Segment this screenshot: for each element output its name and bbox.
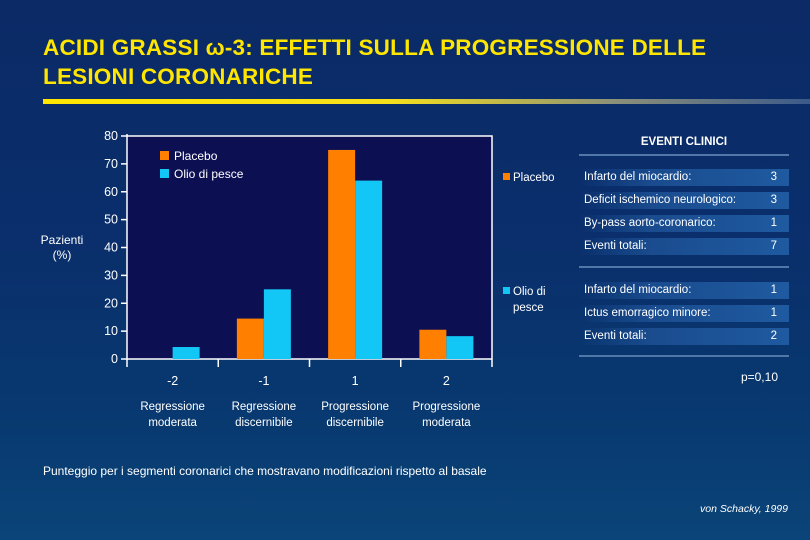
events-header: EVENTI CLINICI <box>640 136 728 148</box>
events-row: Infarto del miocardio: 3 <box>579 169 789 186</box>
bar-placebo-2 <box>328 149 356 359</box>
fishoil-square-icon <box>503 287 510 294</box>
events-row: Deficit ischemico neurologico: 3 <box>579 192 789 209</box>
events-row: Ictus emorragico minore: 1 <box>579 305 789 322</box>
x-category-description: moderata <box>422 417 471 429</box>
events-row: Infarto del miocardio: 1 <box>579 282 789 299</box>
y-tick-label: 30 <box>104 268 118 282</box>
x-tick-label: 1 <box>352 374 359 388</box>
p-value: p=0,10 <box>740 370 778 384</box>
bar-placebo-3 <box>419 329 447 359</box>
bar-olio-di-pesce-1 <box>263 289 291 359</box>
title-underline <box>43 99 810 104</box>
events-header-rule <box>579 154 789 156</box>
x-category-description: moderata <box>148 417 197 429</box>
y-tick-label: 50 <box>104 213 118 227</box>
source-citation: von Schacky, 1999 <box>700 503 788 515</box>
events-row: Eventi totali: 2 <box>579 328 789 345</box>
bar-olio-di-pesce-0 <box>172 347 200 359</box>
bar-olio-di-pesce-3 <box>446 336 474 359</box>
bar-placebo-1 <box>236 318 264 359</box>
x-category-description: discernibile <box>235 417 293 429</box>
bar-olio-di-pesce-2 <box>355 180 383 359</box>
y-tick-label: 70 <box>104 157 118 171</box>
y-tick-label: 40 <box>104 241 118 255</box>
x-category-description: discernibile <box>326 417 384 429</box>
events-group-placebo-text: Placebo <box>513 172 555 184</box>
slide-title: ACIDI GRASSI ω-3: EFFETTI SULLA PROGRESS… <box>43 35 707 89</box>
y-tick-label: 80 <box>104 129 118 143</box>
y-tick-label: 0 <box>111 352 118 366</box>
legend-label-1: Olio di pesce <box>174 167 244 181</box>
y-axis-title: Pazienti (%) <box>28 233 96 263</box>
x-category-description: Regressione <box>140 401 205 413</box>
events-bottom-rule <box>579 355 789 357</box>
x-category-description: Progressione <box>321 401 389 413</box>
footnote: Punteggio per i segmenti coronarici che … <box>43 464 487 478</box>
x-category-description: Regressione <box>232 401 297 413</box>
y-axis-title-text: Pazienti (%) <box>40 233 84 262</box>
legend-swatch-1 <box>160 169 169 178</box>
events-group-placebo-label: Placebo <box>503 170 555 186</box>
events-group-fishoil-text: Olio di pesce <box>513 286 546 314</box>
plot-area <box>127 136 492 359</box>
x-category-description: Progressione <box>412 401 480 413</box>
events-group-divider <box>579 266 789 268</box>
events-row: By-pass aorto-coronarico: 1 <box>579 215 789 232</box>
y-tick-label: 60 <box>104 185 118 199</box>
legend-swatch-0 <box>160 151 169 160</box>
y-tick-label: 20 <box>104 296 118 310</box>
events-group-fishoil-label: Olio di pesce <box>503 284 546 316</box>
x-tick-label: -1 <box>258 374 269 388</box>
legend-label-0: Placebo <box>174 149 218 163</box>
plot-frame <box>127 135 493 359</box>
placebo-square-icon <box>503 173 510 180</box>
y-tick-label: 10 <box>104 324 118 338</box>
x-tick-label: 2 <box>443 374 450 388</box>
x-tick-label: -2 <box>167 374 178 388</box>
events-row: Eventi totali: 7 <box>579 238 789 255</box>
